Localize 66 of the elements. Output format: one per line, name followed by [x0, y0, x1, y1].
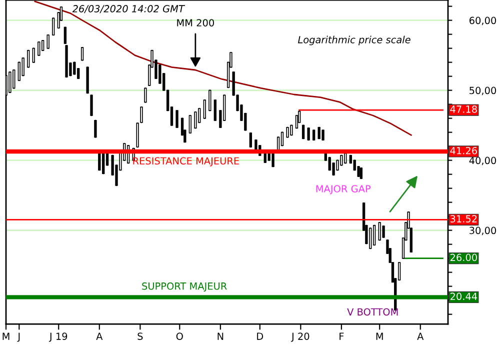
- x-tick-label: A: [417, 332, 424, 340]
- candlestick: [38, 41, 40, 56]
- annotation: RESISTANCE MAJEURE: [133, 157, 239, 166]
- x-tick-label: S: [138, 332, 143, 340]
- candlestick: [46, 34, 50, 49]
- ref-line-label: 20.44: [450, 292, 478, 300]
- candlestick: [136, 122, 139, 148]
- annotation: Logarithmic price scale: [298, 36, 410, 46]
- annotation: MAJOR GAP: [316, 185, 371, 194]
- candlestick: [307, 128, 310, 141]
- x-tick-label: J 20: [291, 332, 310, 342]
- annotation: 26/03/2020 14:02 GMT: [72, 5, 186, 14]
- candlestick: [52, 18, 55, 36]
- candlestick: [280, 132, 284, 146]
- y-tick-label: 40,00: [469, 156, 496, 166]
- annotation: MM 200: [177, 19, 214, 26]
- candlestick: [188, 114, 192, 134]
- x-tick-label: M: [376, 332, 383, 340]
- candlestick: [73, 62, 76, 75]
- ref-line-label: 41.26: [450, 146, 477, 154]
- candlestick: [318, 126, 320, 140]
- candlestick: [382, 226, 385, 238]
- x-tick-label: O: [176, 332, 183, 340]
- candlestick: [203, 100, 206, 119]
- candlestick: [369, 228, 372, 250]
- candlestick: [80, 47, 84, 61]
- candlestick: [140, 106, 143, 124]
- candlestick: [372, 224, 376, 246]
- candlestick: [32, 48, 35, 63]
- candlestick: [360, 167, 363, 180]
- candlestick: [208, 90, 212, 112]
- ref-line-label: 31.52: [450, 215, 477, 222]
- x-tick-label: J: [17, 332, 20, 342]
- candlestick: [27, 50, 30, 68]
- x-tick-label: F: [340, 332, 344, 340]
- candlestick: [176, 110, 178, 128]
- candlestick: [312, 130, 316, 141]
- annotation: V BOTTOM: [347, 308, 398, 316]
- data-label: 26.00: [450, 254, 477, 262]
- candlestick: [144, 88, 147, 103]
- y-tick-label: 60,00: [470, 16, 496, 26]
- x-tick-label: N: [218, 332, 224, 340]
- x-tick-label: D: [257, 332, 264, 340]
- annotation: SUPPORT MAJEUR: [142, 282, 227, 292]
- candlestick: [378, 222, 381, 241]
- candlestick: [94, 120, 97, 138]
- candlestick: [12, 69, 16, 89]
- candlestick: [90, 94, 93, 116]
- candlestick: [102, 152, 105, 174]
- candlestick: [295, 114, 298, 129]
- candlestick: [18, 62, 20, 82]
- x-tick-label: A: [96, 332, 103, 340]
- x-tick-label: M: [2, 332, 10, 340]
- candlestick: [8, 72, 12, 93]
- candlestick: [286, 126, 289, 138]
- candlestick: [290, 124, 293, 136]
- data-label: 47.18: [450, 106, 477, 113]
- candlestick: [214, 100, 216, 121]
- candlestick: [302, 124, 305, 140]
- candlestick: [249, 132, 252, 148]
- x-tick-label: J 19: [48, 332, 68, 342]
- y-tick-label: 50,00: [470, 86, 496, 96]
- y-tick-label: 30,00: [470, 226, 496, 236]
- line-series: [34, 0, 412, 136]
- candlestick: [194, 111, 197, 129]
- candlestick: [322, 130, 324, 141]
